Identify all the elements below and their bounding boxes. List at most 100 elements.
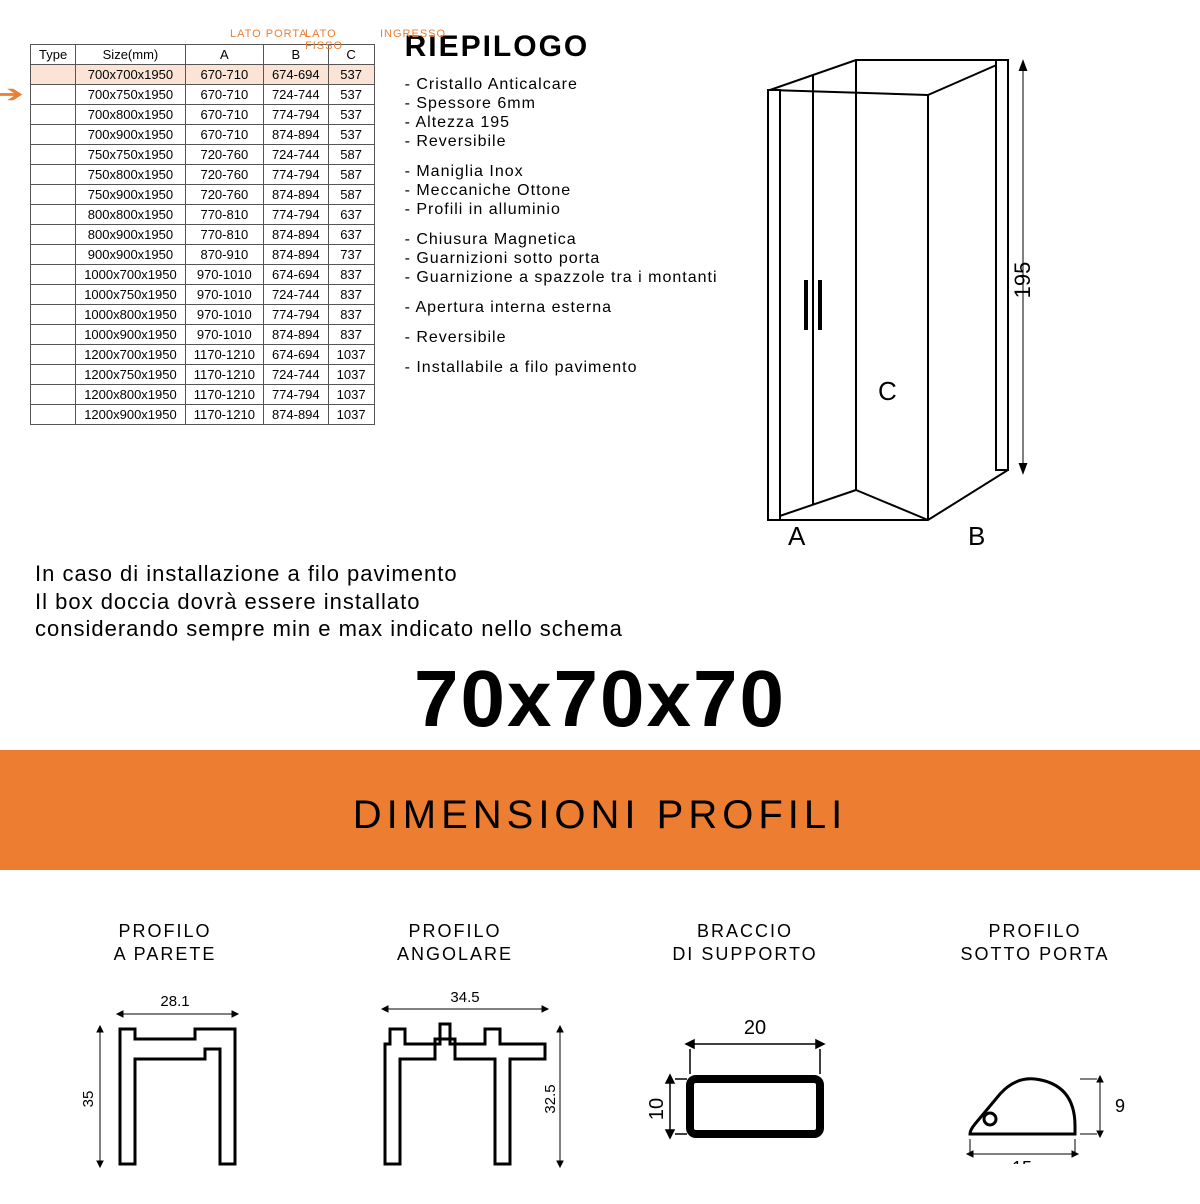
table-cell: [31, 345, 76, 365]
table-row: 1200x750x19501170-1210724-7441037: [31, 365, 375, 385]
big-size: 70x70x70: [0, 653, 1200, 745]
table-cell: [31, 365, 76, 385]
table-row: 1000x700x1950970-1010674-694837: [31, 265, 375, 285]
table-cell: 1037: [328, 405, 374, 425]
table-cell: 874-894: [263, 325, 328, 345]
table-cell: 537: [328, 65, 374, 85]
table-row: 700x750x1950670-710724-744537: [31, 85, 375, 105]
banner: DIMENSIONI PROFILI: [0, 750, 1200, 870]
profile-col: BRACCIO DI SUPPORTO 20 10: [610, 920, 880, 1185]
table-cell: 1170-1210: [185, 405, 263, 425]
table-cell: [31, 65, 76, 85]
table-row: 1200x700x19501170-1210674-6941037: [31, 345, 375, 365]
table-cell: 724-744: [263, 365, 328, 385]
table-cell: 1037: [328, 365, 374, 385]
summary-line: - Guarnizioni sotto porta: [405, 250, 718, 268]
summary-line: - Meccaniche Ottone: [405, 182, 718, 200]
table-cell: 837: [328, 325, 374, 345]
table-cell: 637: [328, 225, 374, 245]
profile-title: PROFILO A PARETE: [30, 920, 300, 967]
table-row: 800x900x1950770-810874-894637: [31, 225, 375, 245]
profile-title: PROFILO SOTTO PORTA: [900, 920, 1170, 967]
table-cell: 874-894: [263, 245, 328, 265]
table-cell: 637: [328, 205, 374, 225]
table-cell: [31, 405, 76, 425]
svg-text:28.1: 28.1: [160, 993, 189, 1010]
diag-label-a: A: [788, 521, 806, 550]
summary-block: RIEPILOGO - Cristallo Anticalcare- Spess…: [405, 30, 718, 550]
table-row: 1000x750x1950970-1010724-744837: [31, 285, 375, 305]
table-cell: 587: [328, 185, 374, 205]
table-cell: 720-760: [185, 145, 263, 165]
summary-line: - Reversibile: [405, 329, 718, 347]
table-cell: [31, 285, 76, 305]
th-a: A: [185, 45, 263, 65]
svg-text:20: 20: [744, 1017, 766, 1039]
table-cell: 737: [328, 245, 374, 265]
table-row: 700x800x1950670-710774-794537: [31, 105, 375, 125]
table-cell: 1170-1210: [185, 365, 263, 385]
table-cell: 774-794: [263, 205, 328, 225]
summary-line: - Cristallo Anticalcare: [405, 76, 718, 94]
svg-text:34.5: 34.5: [450, 989, 479, 1006]
size-table: TypeSize(mm)ABC 700x700x1950670-710674-6…: [30, 44, 375, 425]
th-size(mm): Size(mm): [76, 45, 186, 65]
table-cell: 1037: [328, 345, 374, 365]
table-cell: 874-894: [263, 125, 328, 145]
table-cell: 1037: [328, 385, 374, 405]
table-cell: 1170-1210: [185, 345, 263, 365]
table-cell: 724-744: [263, 145, 328, 165]
table-cell: 774-794: [263, 385, 328, 405]
col-label-b: LATO FISSO: [305, 28, 375, 52]
size-table-wrap: ➔ LATO PORTA LATO FISSO INGRESSO TypeSiz…: [30, 30, 375, 550]
profile-title: PROFILO ANGOLARE: [320, 920, 590, 967]
table-cell: 970-1010: [185, 325, 263, 345]
table-row: 700x700x1950670-710674-694537: [31, 65, 375, 85]
table-cell: [31, 325, 76, 345]
table-cell: 720-760: [185, 165, 263, 185]
table-cell: 900x900x1950: [76, 245, 186, 265]
table-cell: 837: [328, 285, 374, 305]
table-cell: 537: [328, 85, 374, 105]
table-cell: [31, 225, 76, 245]
col-label-a: LATO PORTA: [230, 28, 308, 40]
table-cell: 970-1010: [185, 285, 263, 305]
table-cell: 537: [328, 105, 374, 125]
table-cell: 874-894: [263, 185, 328, 205]
table-cell: 750x900x1950: [76, 185, 186, 205]
profile-col: PROFILO SOTTO PORTA 15 9: [900, 920, 1170, 1185]
table-cell: 774-794: [263, 105, 328, 125]
table-cell: [31, 105, 76, 125]
table-cell: 670-710: [185, 65, 263, 85]
table-cell: 537: [328, 125, 374, 145]
table-cell: [31, 145, 76, 165]
table-row: 750x750x1950720-760724-744587: [31, 145, 375, 165]
profile-col: PROFILO A PARETE 28.1 35: [30, 920, 300, 1185]
table-cell: 1170-1210: [185, 385, 263, 405]
table-row: 750x800x1950720-760774-794587: [31, 165, 375, 185]
table-row: 1200x800x19501170-1210774-7941037: [31, 385, 375, 405]
table-cell: 674-694: [263, 265, 328, 285]
table-row: 1200x900x19501170-1210874-8941037: [31, 405, 375, 425]
table-row: 700x900x1950670-710874-894537: [31, 125, 375, 145]
diag-label-c: C: [878, 376, 897, 406]
table-cell: 750x750x1950: [76, 145, 186, 165]
shower-diagram: A B C 195: [738, 30, 1038, 550]
table-cell: 1000x750x1950: [76, 285, 186, 305]
install-note: In caso di installazione a filo paviment…: [0, 560, 1200, 643]
table-cell: 700x750x1950: [76, 85, 186, 105]
table-cell: 587: [328, 165, 374, 185]
table-cell: 1200x750x1950: [76, 365, 186, 385]
summary-line: - Profili in alluminio: [405, 201, 718, 219]
table-cell: 970-1010: [185, 265, 263, 285]
table-cell: [31, 305, 76, 325]
table-cell: 1000x800x1950: [76, 305, 186, 325]
svg-text:32.5: 32.5: [542, 1085, 559, 1114]
th-type: Type: [31, 45, 76, 65]
table-cell: 774-794: [263, 305, 328, 325]
note-l2: Il box doccia dovrà essere installato: [35, 588, 1165, 616]
table-cell: 837: [328, 265, 374, 285]
note-l1: In caso di installazione a filo paviment…: [35, 560, 1165, 588]
summary-line: - Maniglia Inox: [405, 163, 718, 181]
table-cell: 587: [328, 145, 374, 165]
